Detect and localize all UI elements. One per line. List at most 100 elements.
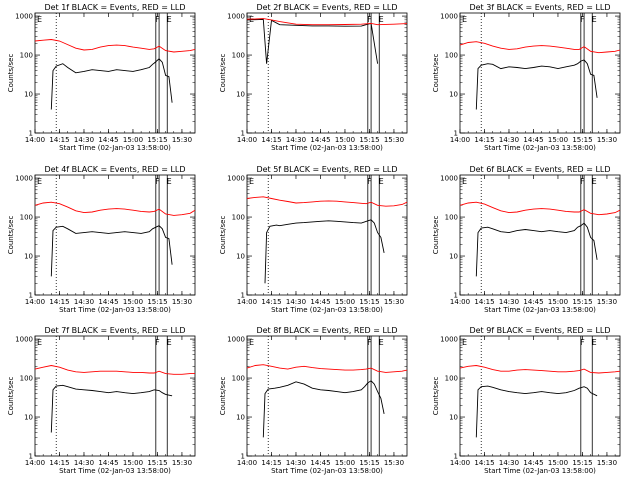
x-tick-label: 14:00 [237, 459, 257, 467]
y-tick-label: 100 [232, 214, 245, 222]
y-tick-label: 1000 [440, 175, 458, 183]
y-tick-label: 100 [232, 375, 245, 383]
x-tick-label: 14:30 [74, 459, 94, 467]
x-tick-label: 14:30 [499, 459, 519, 467]
y-tick-label: 100 [445, 52, 458, 60]
y-tick-label: 1000 [440, 13, 458, 21]
series-line [50, 58, 173, 110]
series-line [459, 201, 621, 216]
x-tick-label: 14:00 [450, 459, 470, 467]
marker-letter: F [367, 338, 372, 347]
y-tick-label: 1 [454, 453, 458, 461]
y-tick-label: 10 [236, 414, 245, 422]
detector-panel: Det 9f BLACK = Events, RED = LLD 14:00 14:… [432, 326, 621, 475]
y-tick-label: 1000 [227, 336, 245, 344]
x-tick-label: 15:30 [597, 136, 617, 144]
x-tick-label: 15:15 [359, 459, 379, 467]
y-tick-label: 10 [449, 91, 458, 99]
x-axis-label: Start Time (02-Jan-03 13:58:00) [59, 467, 171, 475]
x-tick-label: 15:15 [572, 298, 592, 306]
detector-panel: Det 7f BLACK = Events, RED = LLD 14:00 14:… [7, 326, 196, 475]
marker-letter: F [580, 177, 585, 186]
plot-frame [34, 335, 196, 457]
x-tick-label: 15:00 [123, 298, 143, 306]
x-tick-label: 15:15 [147, 298, 167, 306]
y-tick-label: 100 [20, 375, 33, 383]
x-tick-label: 15:30 [384, 136, 404, 144]
panel-title: Det 2f BLACK = Events, RED = LLD [256, 3, 397, 12]
x-tick-label: 14:15 [261, 298, 281, 306]
x-tick-label: 15:00 [335, 298, 355, 306]
x-axis-label: Start Time (02-Jan-03 13:58:00) [59, 306, 171, 314]
x-tick-label: 15:30 [172, 298, 192, 306]
x-tick-label: 14:45 [310, 298, 330, 306]
x-tick-label: 14:30 [74, 298, 94, 306]
y-tick-label: 100 [20, 214, 33, 222]
panel-title: Det 6f BLACK = Events, RED = LLD [469, 165, 610, 174]
x-tick-label: 15:30 [172, 136, 192, 144]
x-axis-label: Start Time (02-Jan-03 13:58:00) [484, 467, 596, 475]
detector-panel: Det 2f BLACK = Events, RED = LLD 14:00 14:… [219, 3, 408, 152]
marker-letter: E [592, 15, 597, 24]
y-tick-label: 1000 [15, 175, 33, 183]
x-tick-label: 15:15 [572, 136, 592, 144]
x-tick-label: 14:15 [49, 298, 69, 306]
y-axis-label: Counts/sec [219, 377, 227, 416]
marker-letter: E [592, 177, 597, 186]
x-tick-label: 14:45 [523, 459, 543, 467]
detector-panel: Det 1f BLACK = Events, RED = LLD 14:00 14:… [7, 3, 196, 152]
y-tick-label: 100 [232, 52, 245, 60]
x-tick-label: 14:15 [474, 298, 494, 306]
series-line [262, 380, 385, 438]
series-line [475, 222, 598, 277]
x-tick-label: 14:45 [523, 298, 543, 306]
series-line [459, 365, 621, 374]
detector-panel: Det 8f BLACK = Events, RED = LLD 14:00 14:… [219, 326, 408, 475]
marker-letter: F [155, 338, 160, 347]
x-tick-label: 14:15 [49, 136, 69, 144]
x-tick-label: 15:00 [548, 298, 568, 306]
x-tick-label: 14:00 [25, 459, 45, 467]
x-tick-label: 14:15 [261, 459, 281, 467]
x-tick-label: 14:15 [474, 459, 494, 467]
x-tick-label: 15:15 [147, 459, 167, 467]
x-tick-label: 14:30 [286, 298, 306, 306]
x-tick-label: 15:15 [359, 298, 379, 306]
marker-letter: E [592, 338, 597, 347]
series-line [475, 385, 598, 438]
x-tick-label: 15:30 [597, 459, 617, 467]
series-line [50, 384, 173, 433]
y-tick-label: 10 [449, 414, 458, 422]
marker-letter: E [379, 15, 384, 24]
series-line [34, 201, 196, 216]
x-axis-label: Start Time (02-Jan-03 13:58:00) [271, 306, 383, 314]
marker-letter: E [462, 338, 467, 347]
y-tick-label: 1 [454, 130, 458, 138]
y-tick-label: 10 [24, 414, 33, 422]
y-tick-label: 1 [241, 453, 245, 461]
x-tick-label: 14:45 [523, 136, 543, 144]
y-tick-label: 10 [24, 253, 33, 261]
panel-title: Det 8f BLACK = Events, RED = LLD [256, 326, 397, 335]
x-tick-label: 14:15 [261, 136, 281, 144]
panel-title: Det 3f BLACK = Events, RED = LLD [469, 3, 610, 12]
x-tick-label: 15:15 [359, 136, 379, 144]
y-tick-label: 1 [241, 292, 245, 300]
y-tick-label: 100 [445, 375, 458, 383]
y-tick-label: 10 [24, 91, 33, 99]
marker-letter: E [249, 338, 254, 347]
y-axis-label: Counts/sec [432, 54, 440, 93]
x-axis-label: Start Time (02-Jan-03 13:58:00) [59, 144, 171, 152]
y-axis-label: Counts/sec [7, 377, 15, 416]
y-axis-label: Counts/sec [7, 54, 15, 93]
x-tick-label: 14:30 [499, 298, 519, 306]
panel-title: Det 1f BLACK = Events, RED = LLD [44, 3, 185, 12]
x-tick-label: 15:15 [572, 459, 592, 467]
x-tick-label: 15:00 [335, 136, 355, 144]
y-tick-label: 1000 [227, 13, 245, 21]
x-tick-label: 14:45 [98, 298, 118, 306]
y-axis-label: Counts/sec [432, 216, 440, 255]
x-tick-label: 14:45 [310, 459, 330, 467]
x-tick-label: 14:30 [499, 136, 519, 144]
marker-letter: F [367, 15, 372, 24]
